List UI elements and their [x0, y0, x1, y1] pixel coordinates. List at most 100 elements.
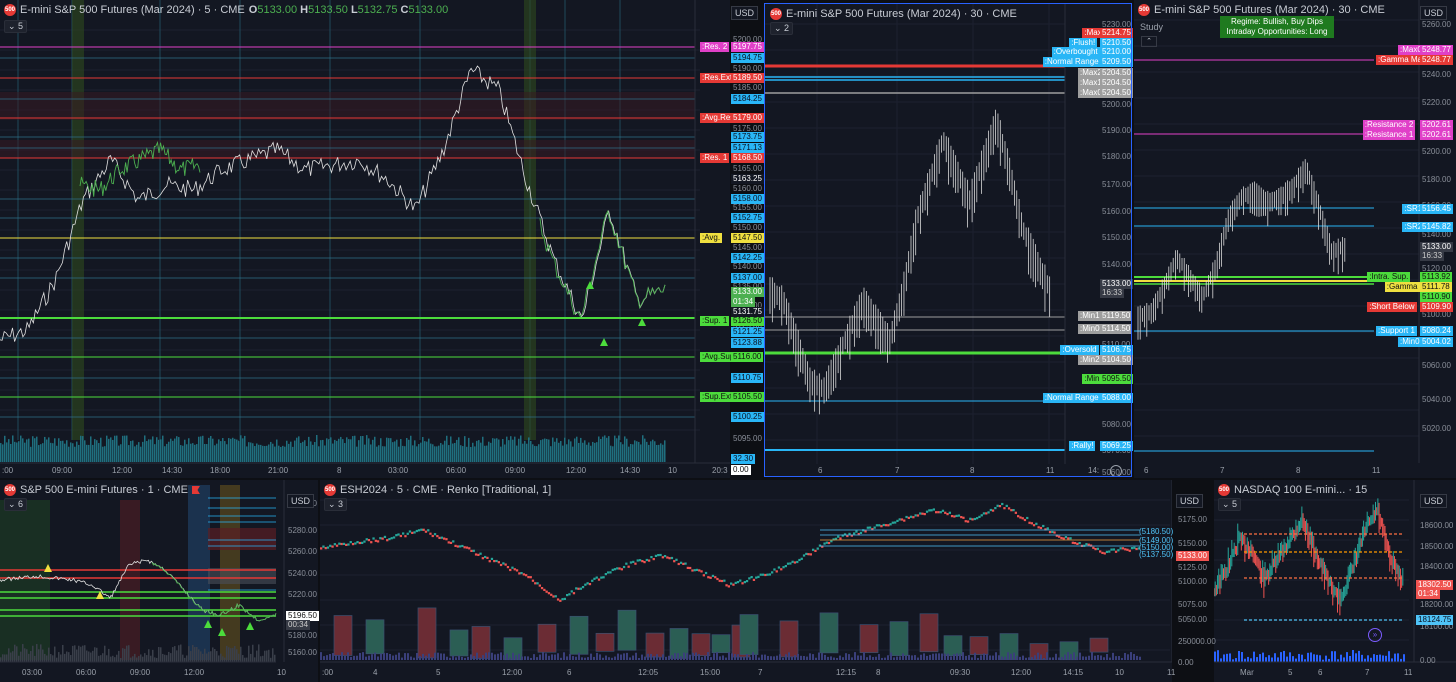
level-label-tag[interactable]: :Resistance 2	[1362, 120, 1416, 130]
price-level-tag[interactable]: 5158.00	[731, 194, 764, 204]
level-value-tag[interactable]: 5145.82	[1420, 222, 1453, 232]
level-value-tag[interactable]: 5147.50	[731, 233, 764, 243]
countdown-timer-tag[interactable]: 16:33	[1100, 288, 1125, 298]
currency-label[interactable]: USD	[287, 494, 315, 508]
level-label-tag[interactable]: :Avg.Sup.	[700, 352, 739, 362]
price-level-tag[interactable]: 5123.88	[731, 338, 764, 348]
price-level-tag[interactable]: 5121.25	[731, 327, 764, 337]
collapse-caret-icon[interactable]: ⌃	[1141, 36, 1157, 47]
level-value-tag[interactable]: 5116.00	[731, 352, 764, 362]
level-value-tag[interactable]: 5119.50	[1100, 311, 1133, 321]
last-price-tag[interactable]: 5133.00	[1176, 551, 1209, 561]
indicator-count-toggle[interactable]: ⌄ 3	[324, 498, 348, 511]
level-value-tag[interactable]: 5069.25	[1100, 441, 1133, 451]
settings-circle-icon[interactable]	[1110, 465, 1122, 477]
price-level-tag[interactable]: 5194.75	[731, 53, 764, 63]
indicator-count-toggle[interactable]: ⌄ 6	[4, 498, 28, 511]
level-value-tag[interactable]: 5204.50	[1100, 68, 1133, 78]
chart-canvas-es-30min[interactable]	[765, 4, 1131, 476]
level-label-tag[interactable]: :Oversold	[1060, 345, 1099, 355]
scroll-to-realtime-icon[interactable]: »	[1368, 628, 1382, 642]
level-value-tag[interactable]: 5156.45	[1420, 204, 1453, 214]
price-level-tag[interactable]: 5184.25	[731, 94, 764, 104]
level-value-tag[interactable]: 5197.75	[731, 42, 764, 52]
chart-title[interactable]: E-mini S&P 500 Futures (Mar 2024) · 30 ·…	[786, 8, 1017, 20]
chart-canvas-nq-15min[interactable]	[1214, 480, 1456, 682]
level-value-tag[interactable]: 5106.75	[1100, 345, 1133, 355]
level-value-tag[interactable]: 5109.90	[1420, 302, 1453, 312]
price-level-tag[interactable]: 5173.75	[731, 132, 764, 142]
level-value-tag[interactable]: 5204.50	[1100, 78, 1133, 88]
level-label-tag[interactable]: :Res.Ext.	[700, 73, 737, 83]
chart-title[interactable]: E-mini S&P 500 Futures (Mar 2024) · 30 ·…	[1154, 4, 1385, 16]
level-label-tag[interactable]: :Rally!	[1069, 441, 1096, 451]
level-label-tag[interactable]: :Avg.Res.	[700, 113, 739, 123]
level-label-tag[interactable]: :Overbought	[1051, 47, 1100, 57]
countdown-timer-tag[interactable]: 00:34	[286, 620, 311, 630]
price-level-tag[interactable]: 5171.13	[731, 143, 764, 153]
chart-pane-nq-15min[interactable]	[1214, 480, 1456, 682]
last-price-tag[interactable]: 5196.50	[286, 611, 319, 621]
level-label-tag[interactable]: :Short Below	[1367, 302, 1417, 312]
level-label-tag[interactable]: :SR2	[1402, 222, 1425, 232]
level-label-tag[interactable]: :SR1	[1402, 204, 1425, 214]
chart-canvas-esh-renko[interactable]	[320, 480, 1172, 682]
level-label-tag[interactable]: :Normal Range	[1042, 57, 1101, 67]
indicator-count-toggle[interactable]: ⌄ 5	[1218, 498, 1242, 511]
last-price-tag[interactable]: 5133.00	[731, 287, 764, 297]
chart-title[interactable]: E-mini S&P 500 Futures (Mar 2024) · 5 · …	[20, 4, 245, 16]
level-label-tag[interactable]: :Gamma 0	[1384, 282, 1427, 292]
level-label-tag[interactable]: :Normal Range	[1042, 393, 1101, 403]
level-label-tag[interactable]: :Flush!	[1069, 38, 1098, 48]
level-value-tag[interactable]: 5080.24	[1420, 326, 1453, 336]
level-label-tag[interactable]: :Sup.Ext.	[700, 392, 737, 402]
price-level-tag[interactable]: 18124.75	[1416, 615, 1454, 625]
level-value-tag[interactable]: 5248.77	[1420, 45, 1453, 55]
level-label-tag[interactable]: :Min	[1082, 374, 1102, 384]
level-value-tag[interactable]: 5004.02	[1420, 337, 1453, 347]
currency-label[interactable]: USD	[1420, 6, 1448, 20]
level-value-tag[interactable]: 5114.50	[1100, 324, 1133, 334]
chart-pane-esh-renko[interactable]	[320, 480, 1172, 682]
level-label-tag[interactable]: :Min0	[1398, 337, 1422, 347]
level-value-tag[interactable]: 5126.50	[731, 316, 764, 326]
level-label-tag[interactable]: :Max2	[1078, 68, 1104, 78]
volume-value-tag[interactable]: 32.30	[731, 454, 756, 464]
indicator-count-toggle[interactable]: ⌄ 2	[770, 22, 794, 35]
level-value-tag[interactable]: 5113.92	[1420, 272, 1453, 282]
last-price-tag[interactable]: 18302.50	[1416, 580, 1454, 590]
countdown-timer-tag[interactable]: 16:33	[1420, 251, 1445, 261]
level-value-tag[interactable]: 5202.61	[1420, 120, 1453, 130]
countdown-timer-tag[interactable]: 01:34	[1416, 589, 1441, 599]
level-value-tag[interactable]: 5095.50	[1100, 374, 1133, 384]
indicator-count-toggle[interactable]: ⌄ 5	[4, 20, 28, 33]
price-level-tag[interactable]: 5100.25	[731, 412, 764, 422]
chart-pane-es-30min[interactable]	[765, 4, 1131, 476]
level-value-tag[interactable]: 5088.00	[1100, 393, 1133, 403]
level-value-tag[interactable]: 5210.50	[1100, 38, 1133, 48]
level-value-tag[interactable]: 5179.00	[731, 113, 764, 123]
level-label-tag[interactable]: :Avg.	[700, 233, 723, 243]
chart-canvas-es-30min-gamma[interactable]	[1134, 0, 1456, 478]
level-value-tag[interactable]: 5189.50	[731, 73, 764, 83]
level-value-tag[interactable]: 5104.50	[1100, 355, 1133, 365]
price-label[interactable]: 5163.25	[731, 174, 764, 184]
chart-title[interactable]: S&P 500 E-mini Futures · 1 · CME	[20, 484, 188, 496]
price-label[interactable]: 5131.75	[731, 307, 764, 317]
last-price-tag[interactable]: 5133.00	[1420, 242, 1453, 252]
volume-sub-tag[interactable]: 0.00	[731, 465, 751, 475]
chart-title[interactable]: NASDAQ 100 E-mini... · 15	[1234, 484, 1368, 496]
level-label-tag[interactable]: :Min1	[1078, 311, 1102, 321]
level-label-tag[interactable]: :Intra. Sup.	[1367, 272, 1411, 282]
chart-canvas-es-1min[interactable]	[0, 480, 318, 682]
level-value-tag[interactable]: 5248.77	[1420, 55, 1453, 65]
level-label-tag[interactable]: :Max	[1082, 28, 1104, 38]
chart-pane-es-1min[interactable]	[0, 480, 318, 682]
chart-pane-es-30min-gamma[interactable]	[1134, 0, 1456, 478]
level-label-tag[interactable]: :Max0	[1078, 88, 1104, 98]
level-value-tag[interactable]: 5111.78	[1420, 282, 1452, 292]
level-value-tag[interactable]: 5110.90	[1420, 292, 1453, 302]
currency-label[interactable]: USD	[1176, 494, 1204, 508]
chart-pane-es-5min[interactable]: 500 E-mini S&P 500 Futures (Mar 2024) · …	[0, 0, 730, 478]
level-value-tag[interactable]: 5204.50	[1100, 88, 1133, 98]
